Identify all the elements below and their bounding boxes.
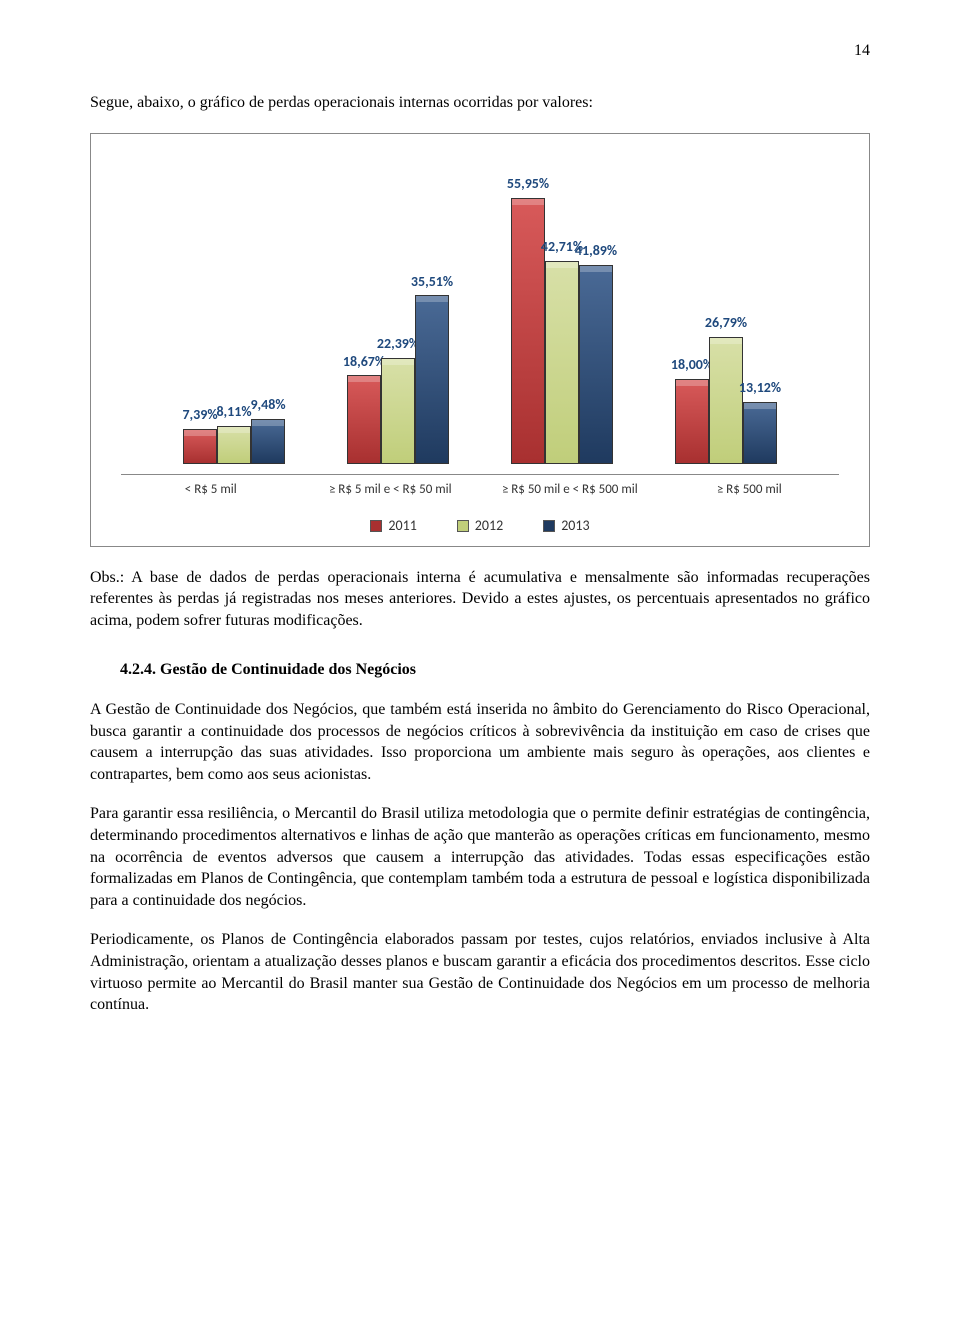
- chart-bar: 9,48%: [251, 419, 285, 464]
- bar-value-label: 13,12%: [739, 379, 781, 398]
- chart-bar-group: 55,95%42,71%41,89%: [511, 198, 613, 464]
- chart-bar-group: 18,67%22,39%35,51%: [347, 295, 449, 464]
- chart-bar-group: 7,39%8,11%9,48%: [183, 419, 285, 464]
- body-paragraph-2: Para garantir essa resiliência, o Mercan…: [90, 803, 870, 911]
- bar-value-label: 18,67%: [343, 353, 385, 372]
- x-axis-label: ≥ R$ 50 mil e < R$ 500 mil: [480, 475, 660, 499]
- section-heading: 4.2.4. Gestão de Continuidade dos Negóci…: [90, 659, 870, 681]
- x-axis-label: < R$ 5 mil: [121, 475, 301, 499]
- chart-bar: 7,39%: [183, 429, 217, 464]
- chart-bar-group: 18,00%26,79%13,12%: [675, 337, 777, 464]
- intro-paragraph: Segue, abaixo, o gráfico de perdas opera…: [90, 92, 870, 114]
- section-title: Gestão de Continuidade dos Negócios: [160, 661, 416, 678]
- chart-bar: 26,79%: [709, 337, 743, 464]
- chart-bar: 18,00%: [675, 379, 709, 465]
- legend-swatch: [370, 520, 382, 532]
- bar-value-label: 35,51%: [411, 273, 453, 292]
- chart-bar: 22,39%: [381, 358, 415, 464]
- bar-value-label: 26,79%: [705, 314, 747, 333]
- bar-value-label: 9,48%: [250, 396, 285, 415]
- bar-value-label: 22,39%: [377, 335, 419, 354]
- chart-bar: 42,71%: [545, 261, 579, 464]
- chart-observation: Obs.: A base de dados de perdas operacio…: [90, 567, 870, 632]
- chart-bar: 35,51%: [415, 295, 449, 464]
- chart-bar: 8,11%: [217, 426, 251, 465]
- legend-item: 2012: [457, 517, 503, 536]
- loss-chart: 7,39%8,11%9,48%18,67%22,39%35,51%55,95%4…: [90, 133, 870, 546]
- chart-x-axis: < R$ 5 mil≥ R$ 5 mil e < R$ 50 mil≥ R$ 5…: [121, 474, 839, 499]
- chart-bar: 55,95%: [511, 198, 545, 464]
- chart-plot-area: 7,39%8,11%9,48%18,67%22,39%35,51%55,95%4…: [121, 154, 839, 464]
- body-paragraph-3: Periodicamente, os Planos de Contingênci…: [90, 929, 870, 1015]
- legend-item: 2013: [543, 517, 589, 536]
- bar-value-label: 18,00%: [671, 356, 713, 375]
- x-axis-label: ≥ R$ 500 mil: [660, 475, 840, 499]
- body-paragraph-1: A Gestão de Continuidade dos Negócios, q…: [90, 699, 870, 785]
- chart-bar: 18,67%: [347, 375, 381, 464]
- x-axis-label: ≥ R$ 5 mil e < R$ 50 mil: [301, 475, 481, 499]
- legend-swatch: [457, 520, 469, 532]
- page-number: 14: [90, 40, 870, 62]
- chart-legend: 2011 2012 2013: [101, 517, 859, 536]
- bar-value-label: 7,39%: [182, 406, 217, 425]
- legend-item: 2011: [370, 517, 416, 536]
- bar-value-label: 8,11%: [216, 403, 251, 422]
- chart-bar: 41,89%: [579, 265, 613, 464]
- legend-swatch: [543, 520, 555, 532]
- bar-value-label: 55,95%: [507, 175, 549, 194]
- legend-label: 2011: [388, 517, 416, 536]
- section-number: 4.2.4.: [120, 661, 156, 678]
- legend-label: 2012: [475, 517, 503, 536]
- legend-label: 2013: [561, 517, 589, 536]
- chart-bar: 13,12%: [743, 402, 777, 464]
- bar-value-label: 41,89%: [575, 242, 617, 261]
